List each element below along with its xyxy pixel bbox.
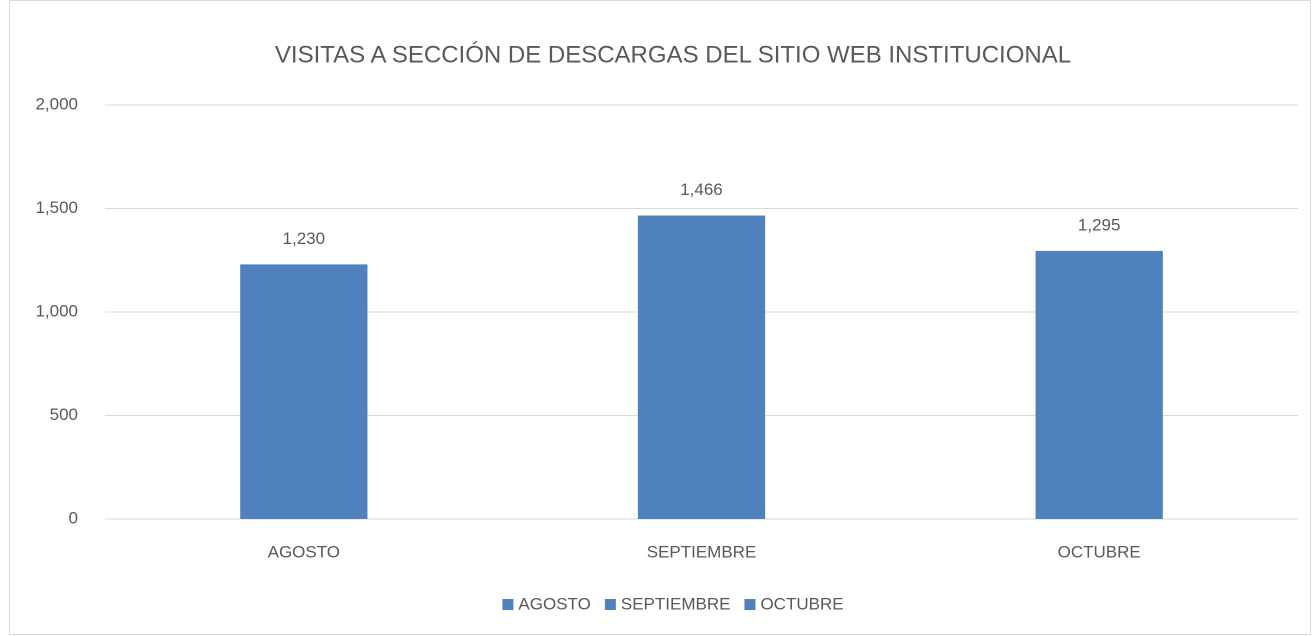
data-label: 1,466 (680, 180, 723, 199)
legend-label: OCTUBRE (760, 594, 843, 613)
data-label: 1,230 (283, 229, 326, 248)
x-tick-label: SEPTIEMBRE (647, 542, 757, 561)
legend-swatch (744, 599, 756, 610)
legend-swatch (502, 599, 514, 610)
chart-title: VISITAS A SECCIÓN DE DESCARGAS DEL SITIO… (275, 41, 1071, 68)
x-tick-label: OCTUBRE (1058, 542, 1141, 561)
y-tick-label: 0 (69, 508, 78, 527)
y-tick-label: 2,000 (35, 94, 78, 113)
y-tick-label: 500 (50, 405, 78, 424)
legend-label: AGOSTO (518, 594, 590, 613)
data-label: 1,295 (1078, 215, 1121, 234)
bar (1035, 250, 1163, 519)
legend-swatch (604, 599, 616, 610)
y-tick-label: 1,500 (35, 198, 78, 217)
x-tick-label: AGOSTO (268, 542, 340, 561)
bar (637, 215, 766, 519)
bar (240, 264, 368, 519)
legend-label: SEPTIEMBRE (621, 594, 731, 613)
y-tick-label: 1,000 (35, 301, 78, 320)
